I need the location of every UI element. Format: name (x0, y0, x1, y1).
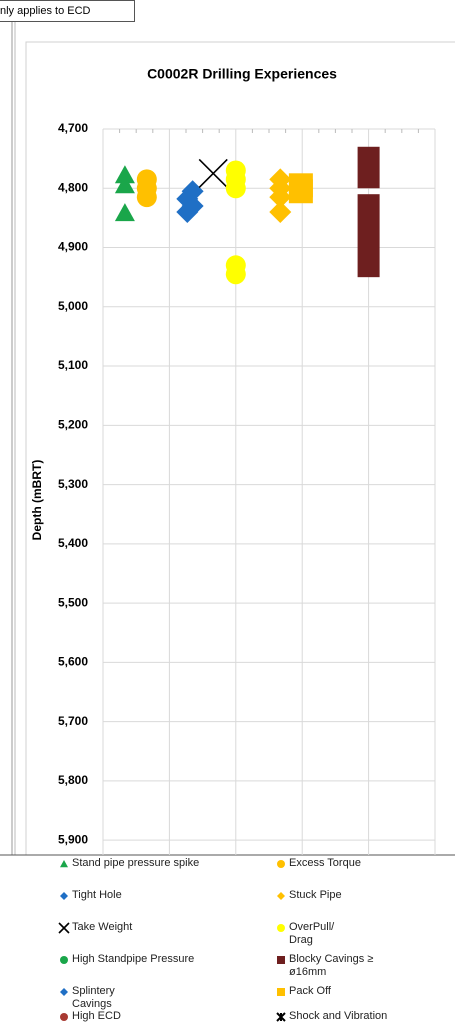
point (288, 179, 313, 204)
legend-label: Excess Torque (289, 857, 361, 869)
legend-marker (60, 988, 68, 996)
y-tick-label: 5,800 (58, 773, 88, 787)
point (225, 178, 246, 199)
legend-marker (277, 956, 285, 964)
y-tick-label: 5,900 (58, 832, 88, 846)
point (176, 200, 199, 223)
legend-label: Stuck Pipe (289, 889, 342, 901)
legend-marker (276, 1012, 286, 1022)
y-tick-label: 5,200 (58, 417, 88, 431)
legend-marker (60, 892, 68, 900)
legend-label: Shock and Vibration (289, 1010, 388, 1022)
range-bar (357, 146, 380, 189)
y-tick-label: 4,800 (58, 180, 88, 194)
point (198, 158, 228, 189)
legend-marker (60, 860, 68, 868)
legend-label: Splintery Cavings (72, 985, 115, 1010)
legend-label: High ECD (72, 1010, 121, 1022)
y-tick-label: 5,300 (58, 477, 88, 491)
y-tick-label: 5,100 (58, 358, 88, 372)
legend-marker (277, 924, 285, 932)
point (225, 264, 246, 285)
legend-marker (58, 922, 70, 934)
point (114, 165, 135, 184)
note-box: nly applies to ECD (0, 0, 135, 22)
point (269, 186, 292, 209)
y-tick-label: 5,000 (58, 299, 88, 313)
legend-label: OverPull/ Drag (289, 921, 335, 946)
legend-label: Stand pipe pressure spike (72, 857, 200, 869)
legend-label: High Standpipe Pressure (72, 953, 195, 965)
y-tick-label: 4,900 (58, 240, 88, 254)
legend-marker (277, 860, 285, 868)
legend-label: Tight Hole (72, 889, 122, 901)
range-bar (357, 194, 380, 278)
legend-marker (277, 892, 285, 900)
y-tick-label: 4,700 (58, 121, 88, 135)
y-tick-label: 5,400 (58, 536, 88, 550)
point (114, 175, 135, 194)
chart-title: C0002R Drilling Experiences (147, 66, 337, 82)
legend-marker (277, 988, 285, 996)
legend-label: Pack Off (289, 985, 331, 997)
y-tick-label: 5,700 (58, 714, 88, 728)
point (114, 203, 135, 222)
y-axis-label: Depth (mBRT) (30, 460, 44, 541)
point (269, 200, 292, 223)
point (136, 187, 157, 208)
y-tick-label: 5,500 (58, 595, 88, 609)
legend-label: Take Weight (72, 921, 133, 933)
legend-marker (60, 1013, 68, 1021)
legend-label: Blocky Cavings ≥ ø16mm (289, 953, 374, 978)
y-tick-label: 5,600 (58, 655, 88, 669)
legend-marker (60, 956, 68, 964)
